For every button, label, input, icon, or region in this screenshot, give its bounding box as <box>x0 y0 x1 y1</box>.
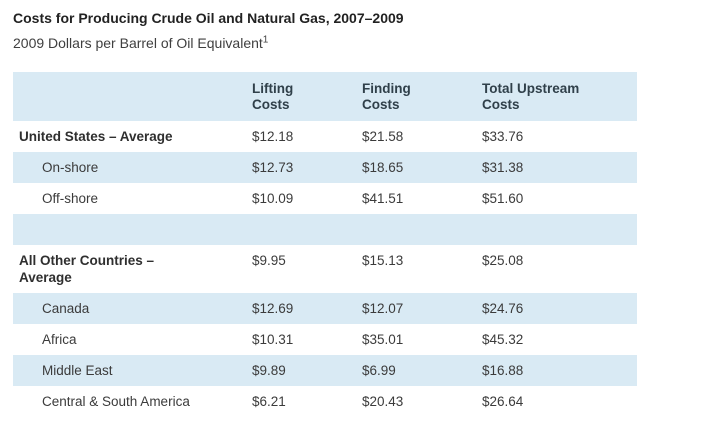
row-label-cell: All Other Countries – Average <box>19 253 155 285</box>
total-upstream-cost-cell: $45.32 <box>482 332 524 347</box>
row-label-cell: Off-shore <box>42 191 99 206</box>
total-upstream-cost-cell: $51.60 <box>482 191 524 206</box>
figure-subtitle: 2009 Dollars per Barrel of Oil Equivalen… <box>13 35 708 51</box>
row-label-cell: United States – Average <box>19 129 173 144</box>
header-row: Lifting Costs Finding Costs Total Upstre… <box>13 72 637 121</box>
finding-cost-cell: $21.58 <box>362 129 404 144</box>
finding-costs-column-header: Finding Costs <box>356 72 476 121</box>
lifting-cost-cell: $9.95 <box>252 253 286 268</box>
lifting-cost-cell: $12.69 <box>246 293 356 324</box>
total-upstream-cost-cell: $25.08 <box>482 253 524 268</box>
lifting-cost-cell <box>246 214 356 245</box>
total-upstream-cost-cell <box>476 214 637 245</box>
lifting-costs-column-header: Lifting Costs <box>246 72 356 121</box>
finding-cost-cell: $20.43 <box>362 394 404 409</box>
row-label-cell: Middle East <box>13 355 246 386</box>
report-figure: Costs for Producing Crude Oil and Natura… <box>0 10 708 417</box>
finding-cost-cell: $15.13 <box>362 253 404 268</box>
lifting-cost-cell: $10.31 <box>252 332 294 347</box>
costs-table: Lifting Costs Finding Costs Total Upstre… <box>13 72 637 417</box>
row-label-cell <box>13 214 246 245</box>
row-label-cell: On-shore <box>13 152 246 183</box>
total-upstream-costs-column-header: Total Upstream Costs <box>476 72 637 121</box>
lifting-cost-cell: $12.18 <box>252 129 294 144</box>
total-upstream-cost-cell: $24.76 <box>476 293 637 324</box>
table-row-us-average: United States – Average $12.18 $21.58 $3… <box>13 121 637 152</box>
table-row-canada: Canada $12.69 $12.07 $24.76 <box>13 293 637 324</box>
total-upstream-cost-cell: $33.76 <box>482 129 524 144</box>
table-row-all-other-countries-average: All Other Countries – Average $9.95 $15.… <box>13 245 637 293</box>
finding-cost-cell: $41.51 <box>362 191 404 206</box>
lifting-cost-cell: $10.09 <box>252 191 294 206</box>
table-row-central-south-america: Central & South America $6.21 $20.43 $26… <box>13 386 637 417</box>
row-label-cell: Africa <box>42 332 77 347</box>
figure-title: Costs for Producing Crude Oil and Natura… <box>13 10 404 26</box>
table-row-spacer <box>13 214 637 245</box>
row-label-cell: Central & South America <box>42 394 190 409</box>
finding-cost-cell: $12.07 <box>356 293 476 324</box>
total-upstream-cost-cell: $31.38 <box>476 152 637 183</box>
table-row-onshore: On-shore $12.73 $18.65 $31.38 <box>13 152 637 183</box>
table-row-offshore: Off-shore $10.09 $41.51 $51.60 <box>13 183 637 214</box>
row-label-cell: Canada <box>13 293 246 324</box>
total-upstream-cost-cell: $26.64 <box>482 394 524 409</box>
finding-cost-cell: $35.01 <box>362 332 404 347</box>
total-upstream-cost-cell: $16.88 <box>476 355 637 386</box>
row-label-column-header <box>13 72 246 121</box>
subtitle-text: 2009 Dollars per Barrel of Oil Equivalen… <box>13 35 263 51</box>
finding-cost-cell: $6.99 <box>356 355 476 386</box>
lifting-cost-cell: $9.89 <box>246 355 356 386</box>
finding-cost-cell: $18.65 <box>356 152 476 183</box>
lifting-cost-cell: $12.73 <box>246 152 356 183</box>
footnote-marker: 1 <box>262 34 269 46</box>
lifting-cost-cell: $6.21 <box>252 394 286 409</box>
table-row-middle-east: Middle East $9.89 $6.99 $16.88 <box>13 355 637 386</box>
finding-cost-cell <box>356 214 476 245</box>
table-row-africa: Africa $10.31 $35.01 $45.32 <box>13 324 637 355</box>
